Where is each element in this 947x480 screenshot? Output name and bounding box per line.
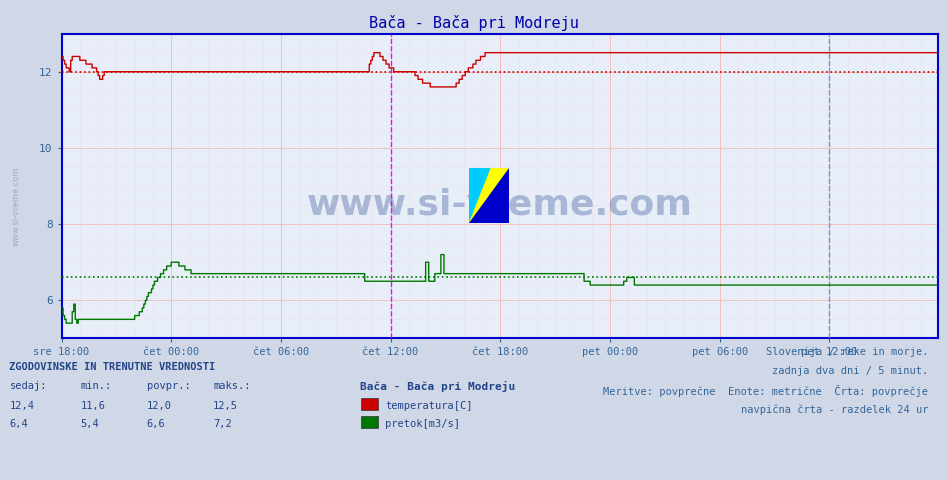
Text: 6,6: 6,6 xyxy=(147,419,166,429)
Text: www.si-vreme.com: www.si-vreme.com xyxy=(11,167,21,246)
Text: povpr.:: povpr.: xyxy=(147,381,190,391)
Text: 12,0: 12,0 xyxy=(147,401,171,411)
Polygon shape xyxy=(469,168,491,223)
Text: 7,2: 7,2 xyxy=(213,419,232,429)
Text: sedaj:: sedaj: xyxy=(9,381,47,391)
Text: pretok[m3/s]: pretok[m3/s] xyxy=(385,419,460,429)
Text: 12,5: 12,5 xyxy=(213,401,238,411)
Text: Bača - Bača pri Modreju: Bača - Bača pri Modreju xyxy=(360,381,515,392)
Text: maks.:: maks.: xyxy=(213,381,251,391)
Text: zadnja dva dni / 5 minut.: zadnja dva dni / 5 minut. xyxy=(772,366,928,376)
Text: 12,4: 12,4 xyxy=(9,401,34,411)
Polygon shape xyxy=(469,168,509,223)
Text: temperatura[C]: temperatura[C] xyxy=(385,401,473,411)
Text: www.si-vreme.com: www.si-vreme.com xyxy=(307,187,692,221)
Text: 6,4: 6,4 xyxy=(9,419,28,429)
Text: 11,6: 11,6 xyxy=(80,401,105,411)
Text: Meritve: povprečne  Enote: metrične  Črta: povprečje: Meritve: povprečne Enote: metrične Črta:… xyxy=(603,385,928,397)
Text: Bača - Bača pri Modreju: Bača - Bača pri Modreju xyxy=(368,15,579,31)
Text: 5,4: 5,4 xyxy=(80,419,99,429)
Text: Slovenija / reke in morje.: Slovenija / reke in morje. xyxy=(765,347,928,357)
Text: ZGODOVINSKE IN TRENUTNE VREDNOSTI: ZGODOVINSKE IN TRENUTNE VREDNOSTI xyxy=(9,362,216,372)
Text: min.:: min.: xyxy=(80,381,112,391)
Text: navpična črta - razdelek 24 ur: navpična črta - razdelek 24 ur xyxy=(741,404,928,415)
